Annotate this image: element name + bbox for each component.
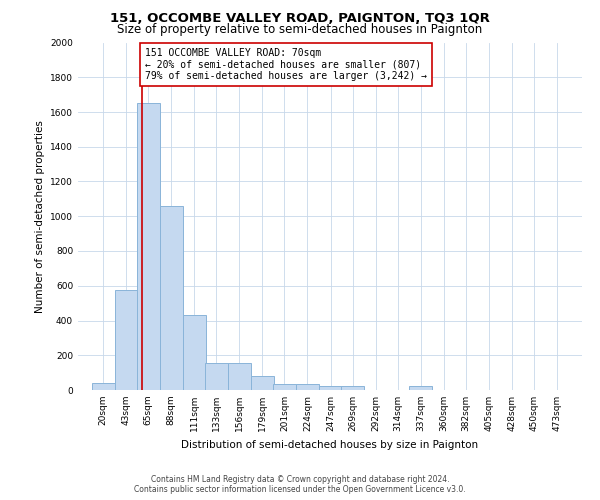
Bar [183, 316, 206, 390]
Text: 151 OCCOMBE VALLEY ROAD: 70sqm
← 20% of semi-detached houses are smaller (807)
7: 151 OCCOMBE VALLEY ROAD: 70sqm ← 20% of … [145, 48, 427, 81]
Bar [115, 290, 138, 390]
Bar [296, 384, 319, 390]
Text: Contains HM Land Registry data © Crown copyright and database right 2024.
Contai: Contains HM Land Registry data © Crown c… [134, 474, 466, 494]
Text: Size of property relative to semi-detached houses in Paignton: Size of property relative to semi-detach… [118, 22, 482, 36]
Bar [409, 386, 432, 390]
Bar [341, 386, 364, 390]
Bar [137, 104, 160, 390]
Y-axis label: Number of semi-detached properties: Number of semi-detached properties [35, 120, 44, 312]
Text: 151, OCCOMBE VALLEY ROAD, PAIGNTON, TQ3 1QR: 151, OCCOMBE VALLEY ROAD, PAIGNTON, TQ3 … [110, 12, 490, 26]
Bar [319, 386, 342, 390]
Bar [228, 363, 251, 390]
Bar [160, 206, 183, 390]
Bar [273, 384, 296, 390]
Bar [92, 383, 115, 390]
Bar [205, 363, 228, 390]
Bar [251, 376, 274, 390]
X-axis label: Distribution of semi-detached houses by size in Paignton: Distribution of semi-detached houses by … [181, 440, 479, 450]
